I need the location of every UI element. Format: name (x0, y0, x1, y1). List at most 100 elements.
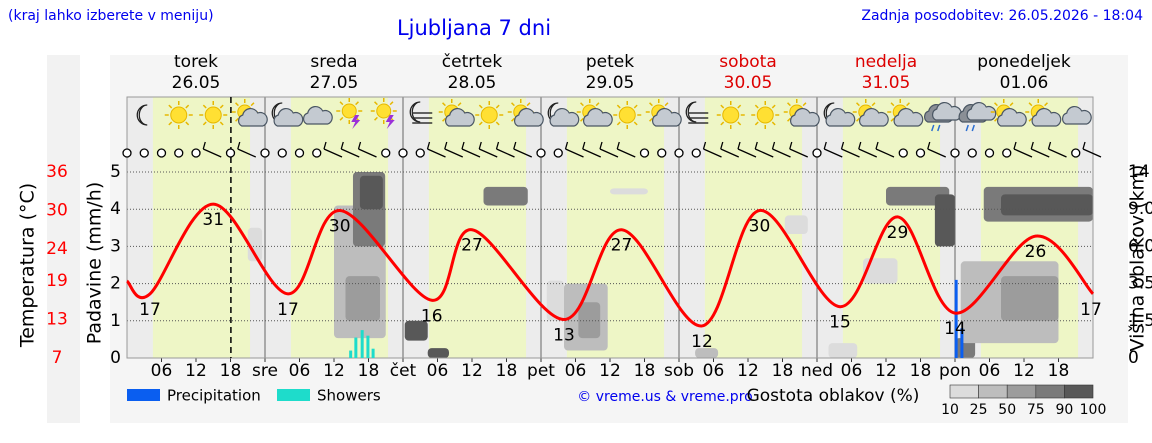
sun-ray (168, 121, 173, 126)
wind-barb-flag (599, 141, 603, 150)
x-tick-label: 18 (634, 361, 656, 381)
temp-tick-label: 36 (46, 162, 68, 182)
sun-ray (856, 117, 860, 122)
cloud (1031, 107, 1062, 127)
temp-label: 30 (749, 216, 771, 236)
x-tick-label: 06 (565, 361, 587, 381)
sun (480, 106, 498, 124)
wind-barb-flag (823, 141, 827, 150)
wind-barb-flag (495, 141, 500, 150)
wind-barb (703, 148, 722, 158)
cloud-block (828, 343, 858, 358)
cloud-block (427, 348, 449, 358)
cloud-tick-label: 0 (1128, 348, 1139, 368)
x-tick-label: 12 (1013, 361, 1035, 381)
wind-barb (444, 148, 464, 158)
sun-ray (202, 121, 207, 126)
day-date: 29.05 (586, 73, 635, 93)
wind-barb-flag (737, 141, 741, 150)
wind-barb (202, 148, 222, 158)
shower-bar (360, 330, 364, 358)
cloud (859, 107, 889, 127)
density-legend-tick: 10 (941, 402, 959, 418)
sun-ray (787, 102, 791, 107)
cloud-block (610, 188, 648, 195)
sun-ray (771, 121, 776, 126)
precip-tick-label: 0 (110, 348, 121, 368)
wind-barb (1082, 148, 1102, 158)
wind-barb-flag (357, 141, 362, 150)
wind-barb-flag (1030, 141, 1034, 150)
sun-ray (355, 101, 359, 106)
wind-calm (536, 148, 546, 158)
precip-tick-label: 1 (110, 311, 121, 331)
sun-ray (754, 121, 759, 126)
legend-label: Showers (317, 387, 381, 405)
cloud-block (1001, 276, 1059, 321)
x-tick-label: 12 (599, 361, 621, 381)
wind-barb-flag (237, 141, 241, 150)
wind-barb (754, 148, 774, 158)
wind-calm (950, 148, 960, 158)
wind-calm (984, 148, 995, 158)
wind-barb (927, 148, 947, 158)
cloud-block (404, 320, 428, 341)
sun-ray (616, 104, 621, 109)
x-tick-label: 12 (737, 361, 759, 381)
temp-label: 29 (887, 223, 909, 243)
wind-calm (156, 148, 167, 158)
sun-ray (1044, 102, 1048, 107)
sun-ray (580, 102, 584, 107)
sun-ray (495, 121, 500, 126)
sun-ray (720, 121, 725, 126)
sun-ray (737, 104, 742, 109)
wind-calm (898, 148, 908, 158)
cloud (549, 107, 580, 127)
x-tick-label: 18 (910, 361, 932, 381)
x-tick-label: 18 (496, 361, 518, 381)
precip-tick-label: 2 (110, 274, 121, 294)
density-legend-tick: 75 (1027, 402, 1045, 418)
sun-ray (511, 102, 515, 107)
legend-swatch (277, 389, 310, 401)
rain-drop (971, 124, 975, 132)
day-date: 31.05 (862, 73, 911, 93)
cloud-tick-label: 9.0 (1128, 199, 1152, 219)
wind-barb-flag (461, 141, 465, 150)
wind-barb-flag (323, 141, 327, 150)
shower-bar (354, 337, 358, 358)
wind-calm (225, 148, 236, 158)
wind-barb (737, 148, 757, 158)
rain-drop (965, 124, 969, 132)
shower-bar (371, 348, 375, 358)
cloud-block (784, 215, 808, 234)
x-tick-label: pet (527, 361, 555, 381)
wind-barb-flag (1047, 141, 1052, 150)
cloud (893, 107, 924, 127)
temp-axis-title: Temperatura (°C) (17, 183, 39, 348)
density-legend-tick: 90 (1055, 402, 1073, 418)
sun-ray (374, 101, 378, 106)
cloud (303, 105, 333, 125)
sun-ray (374, 116, 378, 121)
wind-barb (565, 148, 584, 158)
cloud-tick-label: 14 (1128, 162, 1150, 182)
temp-label: 27 (461, 236, 483, 256)
wind-calm (174, 148, 184, 158)
wind-barb-flag (858, 141, 862, 150)
cloud-block (345, 276, 380, 321)
sun-ray (771, 104, 776, 109)
x-tick-label: 06 (289, 361, 311, 381)
density-legend-box (1035, 384, 1065, 399)
day-name: sreda (310, 52, 357, 72)
x-tick-label: 12 (323, 361, 345, 381)
temp-tick-label: 7 (52, 348, 63, 368)
cloud (273, 107, 304, 127)
wind-calm (294, 148, 305, 158)
sun-ray (787, 117, 791, 122)
rain-drop (937, 124, 941, 132)
wind-barb-flag (513, 141, 517, 150)
left-panel (47, 55, 80, 423)
sun-ray (994, 117, 998, 122)
sun-ray (1028, 102, 1033, 107)
